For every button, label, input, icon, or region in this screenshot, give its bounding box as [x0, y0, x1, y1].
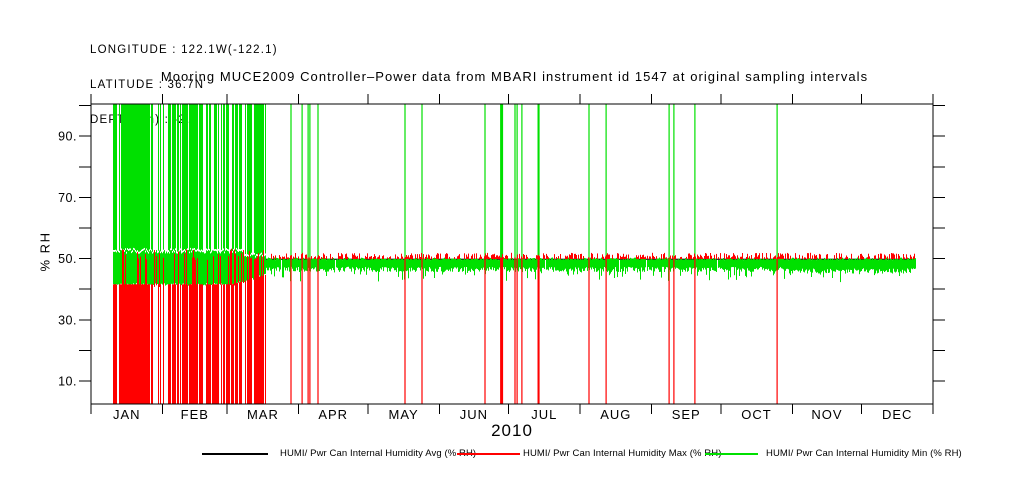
longitude-text: LONGITUDE : 122.1W(-122.1) — [90, 43, 278, 56]
year-label: 2010 — [491, 421, 533, 440]
chart-title: Mooring MUCE2009 Controller–Power data f… — [160, 69, 869, 84]
legend-label-max: HUMI/ Pwr Can Internal Humidity Max (% R… — [523, 448, 722, 459]
x-axis-month-labels: JAN FEB MAR APR MAY JUN JUL AUG SEP OCT NOV DEC — [113, 407, 912, 422]
svg-text:JUN: JUN — [460, 407, 488, 422]
svg-text:10.: 10. — [58, 375, 77, 389]
svg-text:SEP: SEP — [672, 407, 701, 422]
svg-text:90.: 90. — [58, 130, 77, 144]
svg-text:AUG: AUG — [600, 407, 631, 422]
svg-text:70.: 70. — [58, 191, 77, 205]
legend-line-avg — [202, 453, 268, 455]
svg-text:JUL: JUL — [531, 407, 557, 422]
legend-line-max — [457, 453, 520, 455]
legend-label-min: HUMI/ Pwr Can Internal Humidity Min (% R… — [766, 448, 962, 459]
svg-text:OCT: OCT — [741, 407, 771, 422]
svg-text:50.: 50. — [58, 252, 77, 266]
legend: HUMI/ Pwr Can Internal Humidity Avg (% R… — [202, 448, 972, 462]
svg-text:MAY: MAY — [388, 407, 418, 422]
series-max — [113, 248, 915, 404]
latitude-text: LATITUDE : 36.7N — [90, 78, 205, 91]
svg-text:DEC: DEC — [882, 407, 912, 422]
svg-text:MAR: MAR — [247, 407, 279, 422]
svg-text:APR: APR — [318, 407, 348, 422]
svg-text:JAN: JAN — [113, 407, 141, 422]
svg-text:NOV: NOV — [811, 407, 842, 422]
svg-text:30.: 30. — [58, 313, 77, 327]
svg-text:FEB: FEB — [181, 407, 209, 422]
y-axis-tick-labels: 90. 70. 50. 30. 10. — [58, 130, 77, 389]
legend-label-avg: HUMI/ Pwr Can Internal Humidity Avg (% R… — [280, 448, 477, 459]
plot-frame-and-ticks — [79, 94, 945, 414]
legend-line-min — [705, 453, 758, 455]
